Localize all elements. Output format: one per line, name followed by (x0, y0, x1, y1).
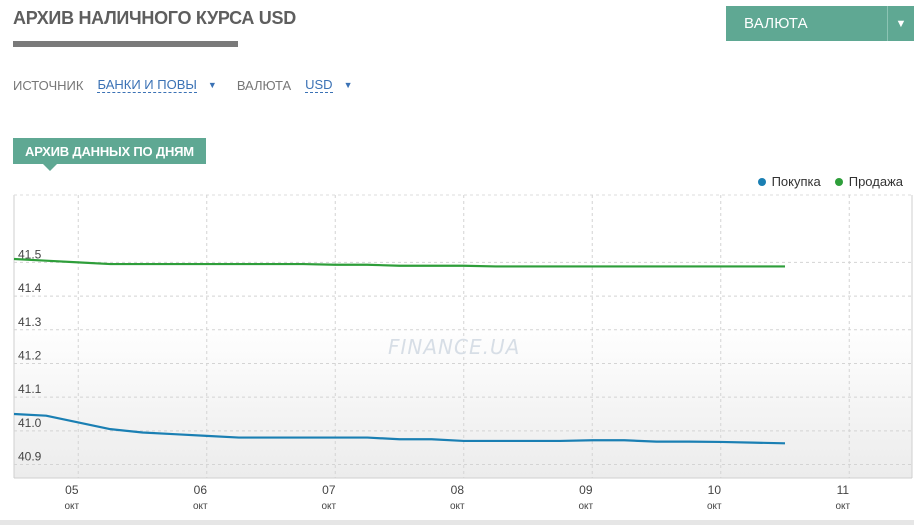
y-tick-label: 41.4 (18, 281, 42, 295)
x-tick-month: окт (450, 501, 465, 512)
x-tick-day: 06 (194, 483, 208, 497)
plot-background (14, 195, 912, 478)
y-tick-label: 41.2 (18, 348, 42, 362)
legend-dot-buy (757, 177, 766, 186)
y-tick-label: 41.5 (18, 247, 42, 261)
dropdown-arrow-icon[interactable]: ▼ (887, 6, 914, 41)
bottom-strip (0, 520, 914, 525)
title-underline (13, 41, 238, 47)
page-title: АРХИВ НАЛИЧНОГО КУРСА USD (13, 8, 296, 28)
x-tick-day: 07 (322, 483, 336, 497)
x-tick-month: окт (707, 501, 722, 512)
legend-item-buy[interactable]: Покупка (757, 174, 821, 189)
y-tick-label: 41.0 (18, 416, 42, 430)
section-badge: АРХИВ ДАННЫХ ПО ДНЯМ (13, 138, 206, 171)
currency-dropdown-label: ВАЛЮТА (744, 15, 808, 32)
x-tick-month: окт (836, 501, 851, 512)
x-tick-month: окт (65, 501, 80, 512)
legend-label-buy: Покупка (771, 174, 821, 189)
x-tick-month: окт (322, 501, 337, 512)
currency-chevron-down-icon[interactable]: ▼ (343, 80, 353, 90)
watermark: FINANCE.UA (388, 335, 521, 359)
y-tick-label: 40.9 (18, 450, 42, 464)
chart-legend: Покупка Продажа (744, 174, 903, 189)
filters-row: ИСТОЧНИК БАНКИ И ПОВЫ ▼ ВАЛЮТА USD ▼ (13, 77, 373, 93)
legend-label-sell: Продажа (848, 174, 903, 189)
x-tick-day: 09 (579, 483, 593, 497)
y-tick-label: 41.3 (18, 315, 42, 329)
series-line-sell (13, 257, 785, 268)
legend-dot-sell (834, 177, 843, 186)
section-badge-label: АРХИВ ДАННЫХ ПО ДНЯМ (25, 143, 194, 159)
currency-select[interactable]: USD (305, 77, 333, 93)
x-tick-day: 10 (708, 483, 722, 497)
source-select[interactable]: БАНКИ И ПОВЫ (97, 77, 197, 93)
source-chevron-down-icon[interactable]: ▼ (207, 80, 217, 90)
currency-label: ВАЛЮТА (236, 77, 292, 93)
y-tick-label: 41.1 (18, 382, 42, 396)
x-tick-month: окт (579, 501, 594, 512)
x-tick-day: 11 (837, 483, 850, 497)
currency-dropdown[interactable]: ВАЛЮТА ▼ (726, 6, 914, 41)
legend-item-sell[interactable]: Продажа (834, 174, 903, 189)
series-line-buy (13, 412, 786, 445)
source-label: ИСТОЧНИК (13, 77, 84, 93)
x-tick-month: окт (193, 501, 208, 512)
badge-tail (43, 164, 57, 171)
x-tick-day: 05 (65, 483, 79, 497)
x-tick-day: 08 (451, 483, 465, 497)
